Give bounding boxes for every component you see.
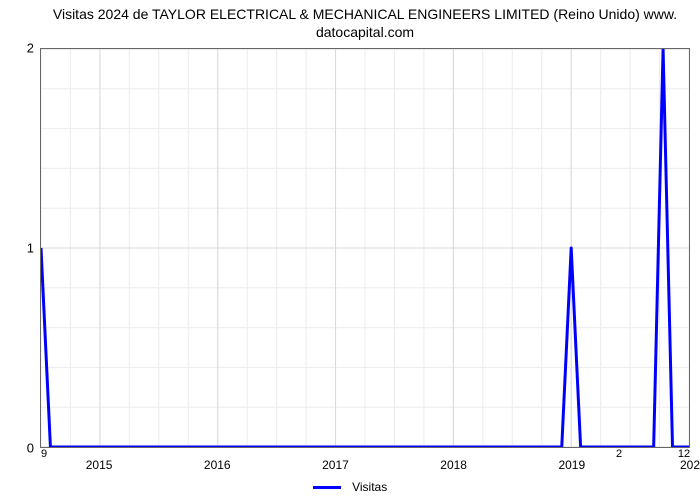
y-tick-label: 0 [0,441,34,456]
x-tick-label: 2019 [558,458,585,472]
legend-label: Visitas [352,480,387,494]
legend-swatch [313,486,341,489]
x-tick-label: 2017 [322,458,349,472]
axis-sub-number: 12 [678,448,690,460]
x-tick-label: 202 [680,458,700,472]
y-tick-label: 2 [0,41,34,56]
plot-area [40,48,690,448]
chart-container: Visitas 2024 de TAYLOR ELECTRICAL & MECH… [0,0,700,500]
x-tick-label: 2018 [440,458,467,472]
x-tick-label: 2015 [86,458,113,472]
axis-sub-number: 9 [41,448,47,460]
title-line-2: datocapital.com [316,24,414,40]
x-tick-label: 2016 [204,458,231,472]
axis-sub-number: 2 [616,448,622,460]
title-line-1: Visitas 2024 de TAYLOR ELECTRICAL & MECH… [53,6,677,22]
plot-svg [41,49,689,447]
legend: Visitas [0,480,700,494]
y-tick-label: 1 [0,241,34,256]
chart-title: Visitas 2024 de TAYLOR ELECTRICAL & MECH… [40,6,690,41]
